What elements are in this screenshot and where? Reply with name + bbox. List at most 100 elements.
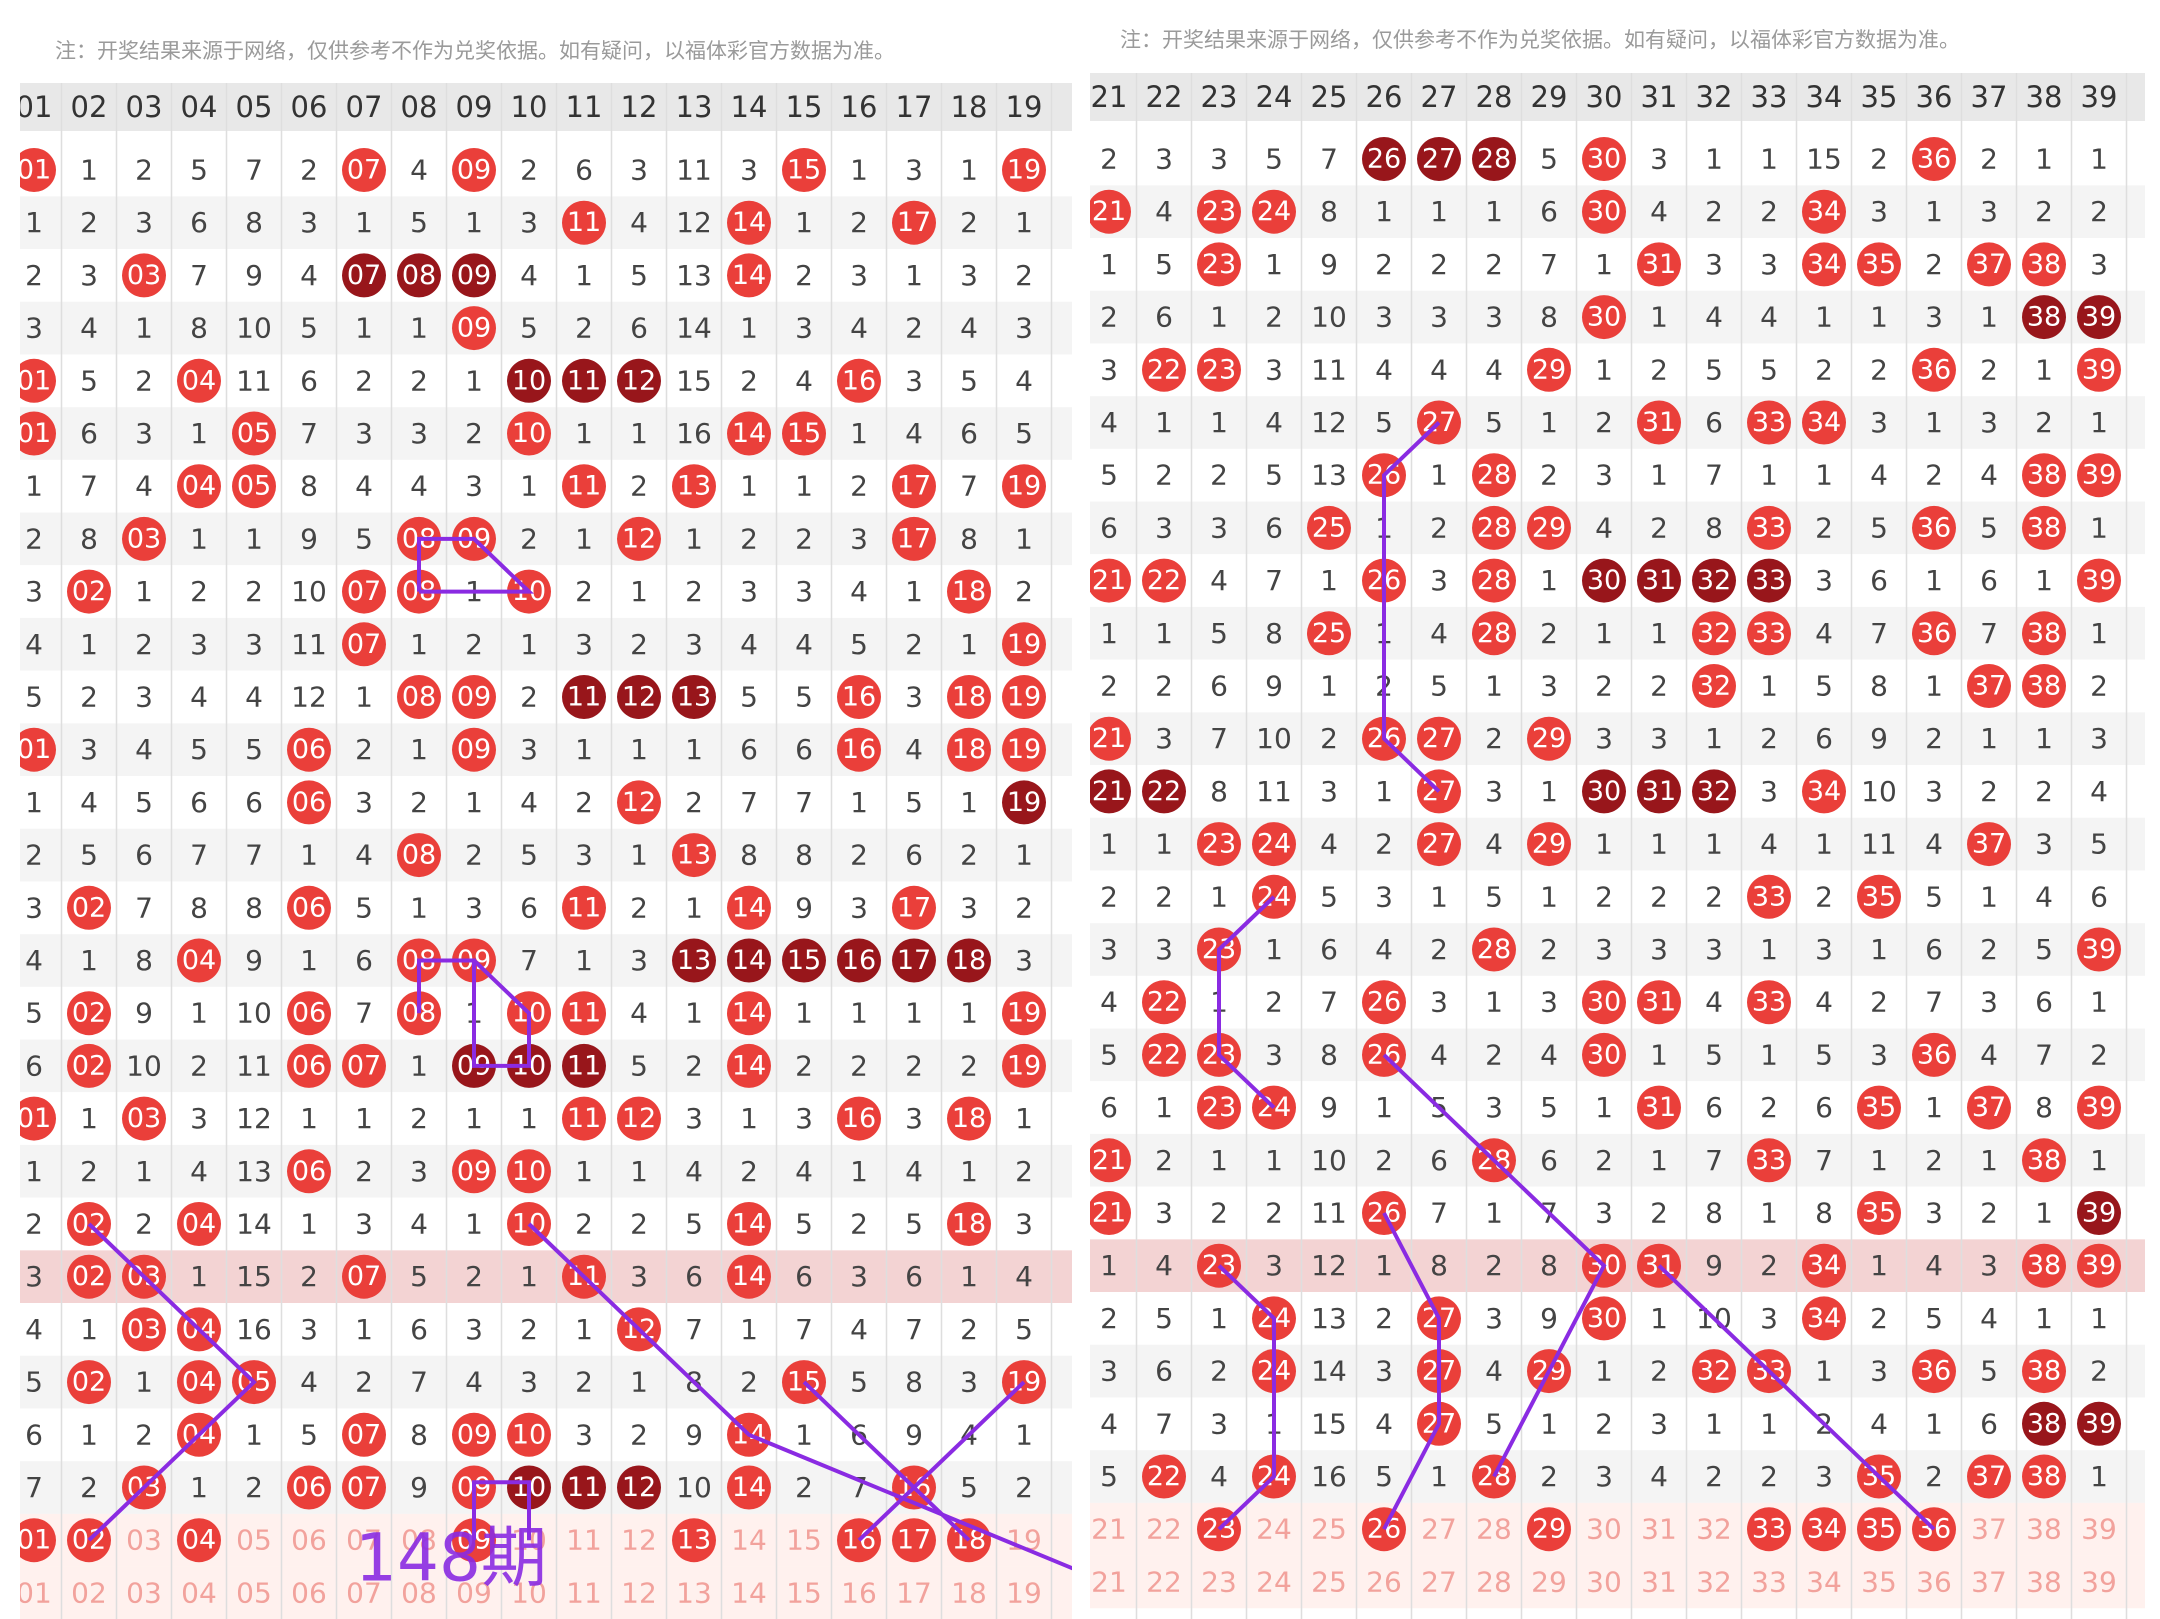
miss-count: 2 bbox=[1705, 195, 1723, 228]
number-ball bbox=[67, 569, 111, 614]
miss-count: 1 bbox=[300, 1102, 318, 1135]
miss-count: 1 bbox=[1760, 1038, 1778, 1071]
miss-count: 5 bbox=[905, 1208, 923, 1241]
number-ball bbox=[20, 358, 56, 403]
ball-number: 09 bbox=[457, 313, 491, 344]
miss-count: 1 bbox=[1015, 522, 1033, 555]
miss-count: 2 bbox=[905, 628, 923, 661]
ball-number: 33 bbox=[1752, 987, 1786, 1018]
miss-count: 13 bbox=[676, 259, 712, 292]
miss-count: 11 bbox=[566, 1576, 602, 1609]
number-ball bbox=[452, 1412, 496, 1457]
miss-count: 5 bbox=[1705, 1038, 1723, 1071]
number-ball bbox=[1747, 558, 1791, 603]
miss-count: 8 bbox=[1705, 511, 1723, 544]
miss-count: 9 bbox=[795, 891, 813, 924]
miss-count: 2 bbox=[630, 470, 648, 503]
ball-number: 14 bbox=[732, 998, 766, 1029]
miss-count: 7 bbox=[245, 839, 263, 872]
miss-count: 5 bbox=[410, 206, 428, 239]
miss-count: 16 bbox=[841, 1576, 877, 1609]
number-ball bbox=[1197, 242, 1241, 287]
ball-number: 16 bbox=[842, 682, 876, 713]
miss-count: 4 bbox=[1015, 1260, 1033, 1293]
number-ball bbox=[2077, 295, 2121, 340]
miss-count: 1 bbox=[630, 1366, 648, 1399]
miss-count: 3 bbox=[1430, 301, 1448, 334]
miss-count: 4 bbox=[355, 470, 373, 503]
miss-count: 1 bbox=[1925, 670, 1943, 703]
number-ball bbox=[1637, 400, 1681, 445]
miss-count: 9 bbox=[1540, 1302, 1558, 1335]
miss-count: 6 bbox=[1265, 511, 1283, 544]
miss-count: 3 bbox=[1210, 511, 1228, 544]
ball-number: 24 bbox=[1257, 829, 1291, 860]
number-ball bbox=[727, 885, 771, 930]
number-ball bbox=[1002, 675, 1046, 719]
ball-number: 13 bbox=[677, 1525, 711, 1556]
miss-count: 10 bbox=[236, 997, 272, 1030]
ball-number: 28 bbox=[1477, 618, 1511, 649]
miss-count: 1 bbox=[25, 206, 43, 239]
number-ball bbox=[342, 253, 386, 298]
number-ball bbox=[287, 1043, 331, 1088]
miss-count: 1 bbox=[300, 944, 318, 977]
miss-count: 11 bbox=[236, 364, 272, 397]
miss-count: 6 bbox=[2035, 986, 2053, 1019]
miss-count: 1 bbox=[135, 312, 153, 345]
miss-count: 3 bbox=[850, 891, 868, 924]
ball-number: 37 bbox=[1972, 249, 2006, 280]
ball-number: 14 bbox=[732, 1050, 766, 1081]
miss-count: 10 bbox=[1311, 1144, 1347, 1177]
trend-line bbox=[1657, 1264, 1936, 1531]
miss-count: 38 bbox=[2026, 1513, 2062, 1546]
miss-count: 1 bbox=[410, 628, 428, 661]
miss-count: 4 bbox=[2090, 775, 2108, 808]
column-header: 03 bbox=[126, 90, 163, 124]
number-ball bbox=[562, 991, 606, 1036]
ball-number: 19 bbox=[1007, 629, 1041, 660]
miss-count: 3 bbox=[1155, 511, 1173, 544]
miss-count: 8 bbox=[795, 839, 813, 872]
miss-count: 5 bbox=[1925, 1302, 1943, 1335]
ball-number: 01 bbox=[17, 1525, 51, 1556]
miss-count: 1 bbox=[80, 628, 98, 661]
number-ball bbox=[1967, 1085, 2011, 1130]
miss-count: 8 bbox=[410, 1418, 428, 1451]
trend-line bbox=[417, 536, 534, 594]
ball-number: 18 bbox=[952, 1103, 986, 1134]
number-ball bbox=[20, 411, 56, 456]
number-ball bbox=[2022, 242, 2066, 287]
miss-count: 39 bbox=[2081, 1513, 2117, 1546]
miss-count: 1 bbox=[1595, 248, 1613, 281]
miss-count: 30 bbox=[1586, 1513, 1622, 1546]
miss-count: 6 bbox=[190, 206, 208, 239]
number-ball bbox=[232, 411, 276, 456]
miss-count: 4 bbox=[410, 154, 428, 187]
trend-line bbox=[527, 1222, 1072, 1571]
miss-count: 12 bbox=[1311, 406, 1347, 439]
number-ball bbox=[782, 938, 826, 983]
miss-count: 3 bbox=[25, 1260, 43, 1293]
miss-count: 4 bbox=[410, 470, 428, 503]
miss-count: 03 bbox=[126, 1524, 162, 1557]
column-header: 18 bbox=[951, 90, 988, 124]
miss-count: 2 bbox=[1980, 775, 1998, 808]
miss-count: 2 bbox=[1870, 1302, 1888, 1335]
ball-number: 33 bbox=[1752, 1145, 1786, 1176]
miss-count: 2 bbox=[25, 259, 43, 292]
ball-number: 06 bbox=[292, 1050, 326, 1081]
number-ball bbox=[1002, 727, 1046, 772]
miss-count: 3 bbox=[1760, 248, 1778, 281]
miss-count: 37 bbox=[1971, 1513, 2007, 1546]
ball-number: 28 bbox=[1477, 460, 1511, 491]
miss-count: 5 bbox=[740, 681, 758, 714]
ball-number: 02 bbox=[72, 1050, 106, 1081]
miss-count: 15 bbox=[786, 1524, 822, 1557]
ball-number: 02 bbox=[72, 1261, 106, 1292]
miss-count: 1 bbox=[465, 1102, 483, 1135]
ball-number: 09 bbox=[457, 682, 491, 713]
miss-count: 10 bbox=[676, 1471, 712, 1504]
miss-count: 1 bbox=[1210, 1144, 1228, 1177]
miss-count: 3 bbox=[1925, 301, 1943, 334]
